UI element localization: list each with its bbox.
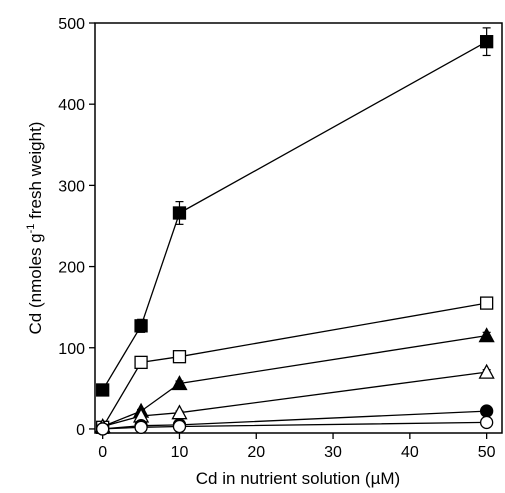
x-tick-label: 10 <box>171 444 189 461</box>
y-axis-title-superscript: -1 <box>25 224 37 234</box>
x-axis-title: Cd in nutrient solution (µM) <box>196 469 400 488</box>
data-point <box>479 415 494 430</box>
data-point <box>171 375 188 391</box>
data-point <box>96 383 110 397</box>
y-tick-label: 0 <box>76 422 85 439</box>
series-filled-square <box>96 27 494 397</box>
series-line <box>102 334 487 428</box>
series-filled-circle <box>96 404 494 436</box>
data-point <box>134 319 148 333</box>
y-axis-title-main: Cd (nmoles g <box>26 233 45 334</box>
data-point <box>172 206 187 220</box>
series-line <box>102 421 487 430</box>
y-tick-label: 100 <box>58 341 85 358</box>
y-tick-label: 200 <box>58 260 85 277</box>
plot-frame <box>94 22 503 434</box>
series-line <box>102 41 487 391</box>
x-tick-label: 30 <box>324 444 342 461</box>
series-open-circle <box>96 415 494 436</box>
y-tick-label: 300 <box>58 178 85 195</box>
series-filled-triangle <box>94 327 495 434</box>
x-axis-ticks: 0 10 20 30 40 50 <box>98 433 496 461</box>
series-line <box>102 410 487 430</box>
y-axis-title-end: fresh weight) <box>26 122 45 224</box>
x-tick-label: 50 <box>478 444 496 461</box>
data-point <box>172 419 187 434</box>
data-point <box>96 422 110 436</box>
y-axis-ticks: 0 100 200 300 400 500 <box>58 16 95 439</box>
y-tick-label: 400 <box>58 97 85 114</box>
data-point <box>172 350 187 364</box>
y-tick-label: 500 <box>58 16 85 33</box>
x-tick-label: 40 <box>401 444 419 461</box>
data-point <box>478 327 495 343</box>
y-axis-title: Cd (nmoles g-1 fresh weight) <box>25 122 45 335</box>
series-line <box>102 302 487 428</box>
series-open-triangle <box>94 363 495 434</box>
data-point <box>134 355 148 370</box>
data-point <box>479 35 494 49</box>
data-point <box>479 404 494 418</box>
data-point <box>479 296 494 310</box>
series-layer <box>94 27 495 436</box>
x-tick-label: 0 <box>98 444 107 461</box>
x-tick-label: 20 <box>247 444 265 461</box>
data-point <box>134 420 148 434</box>
series-line <box>102 371 487 428</box>
data-point <box>478 363 495 379</box>
